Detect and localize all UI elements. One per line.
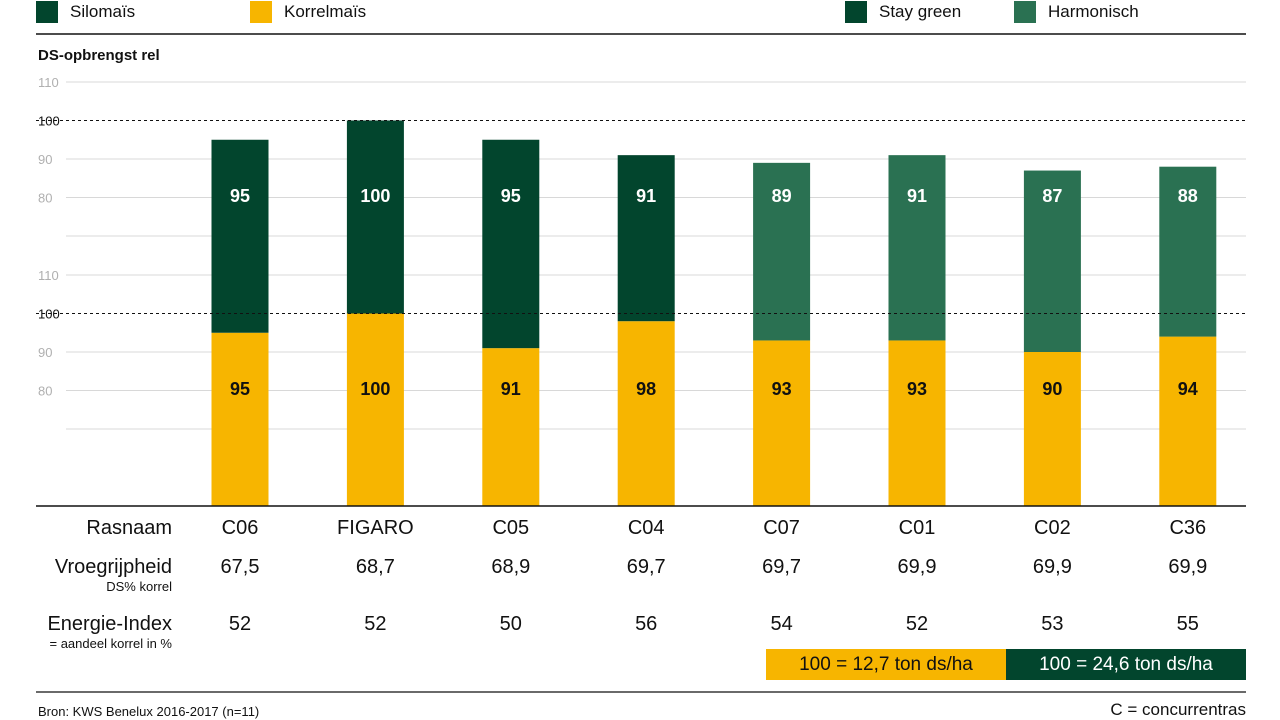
legend-swatch-harmonisch xyxy=(1014,1,1036,23)
korrel-value-label-C07: 93 xyxy=(772,379,792,399)
silo-value-label-C05: 95 xyxy=(501,186,521,206)
table-cell: 69,9 xyxy=(1032,556,1072,578)
silo-value-label-C36: 88 xyxy=(1178,186,1198,206)
table-cell: 67,5 xyxy=(220,556,260,578)
silo-reference-note: 100 = 24,6 ton ds/ha xyxy=(1006,649,1246,680)
silo-bar-C01 xyxy=(888,155,946,341)
table-cell: C05 xyxy=(492,517,530,539)
table-cell: FIGARO xyxy=(337,517,414,539)
korrel-tick-label-80: 80 xyxy=(38,384,52,399)
row-label: Rasnaam xyxy=(86,517,172,540)
table-cell: 69,7 xyxy=(626,556,666,578)
korrel-tick-label-110: 110 xyxy=(38,268,59,283)
korrel-value-label-C36: 94 xyxy=(1178,379,1198,399)
silo-bar-C06 xyxy=(211,139,269,333)
silo-value-label-C04: 91 xyxy=(636,186,656,206)
korrel-value-label-C01: 93 xyxy=(907,379,927,399)
competitor-key: C = concurrentras xyxy=(1110,700,1246,719)
legend-label-korrelmais: Korrelmaïs xyxy=(284,2,367,21)
silo-bar-C07 xyxy=(753,162,811,341)
korrel-bar-C36 xyxy=(1159,336,1217,506)
korrel-bar-FIGARO xyxy=(346,313,404,506)
table-cell: 68,7 xyxy=(355,556,395,578)
silo-bar-C02 xyxy=(1023,170,1081,352)
chart-title: DS-opbrengst rel xyxy=(38,47,160,64)
table-cell: 52 xyxy=(364,613,387,635)
table-cell: 50 xyxy=(499,613,522,635)
source-note: Bron: KWS Benelux 2016-2017 (n=11) xyxy=(38,704,260,719)
table-cell: 52 xyxy=(228,613,252,635)
korrel-bar-C06 xyxy=(211,332,269,506)
table-cell: C06 xyxy=(221,517,259,539)
row-label-main: Rasnaam xyxy=(86,517,172,539)
korrel-value-label-C04: 98 xyxy=(636,379,656,399)
silo-bar-C36 xyxy=(1159,166,1217,337)
silo-value-label-C06: 95 xyxy=(230,186,250,206)
silo-bar-C04 xyxy=(617,155,675,322)
table-cell: 54 xyxy=(770,613,793,635)
legend-silomais: Silomaïs xyxy=(36,0,135,24)
row-label-main: Energie-Index xyxy=(47,613,172,635)
table-cell: C02 xyxy=(1034,517,1071,539)
table-cell: 69,9 xyxy=(1168,556,1208,578)
row-label-sub: DS% korrel xyxy=(106,579,172,594)
table-cell: C07 xyxy=(763,517,800,539)
korrel-value-label-C02: 90 xyxy=(1042,379,1062,399)
legend-korrelmais: Korrelmaïs xyxy=(250,0,366,24)
korrel-bar-C01 xyxy=(888,340,946,506)
korrel-bar-C07 xyxy=(753,340,811,506)
legend-swatch-korrelmais xyxy=(250,1,272,23)
table-cell: C01 xyxy=(898,517,936,539)
legend-label-harmonisch: Harmonisch xyxy=(1048,2,1139,21)
row-label-main: Vroegrijpheid xyxy=(54,556,172,578)
korrel-reference-note: 100 = 12,7 ton ds/ha xyxy=(766,649,1006,680)
table-cell: C36 xyxy=(1169,517,1207,539)
legend-swatch-stay-green xyxy=(845,1,867,23)
korrel-bar-C04 xyxy=(617,321,675,506)
row-label-sub: = aandeel korrel in % xyxy=(49,636,173,651)
legend-label-stay-green: Stay green xyxy=(879,2,962,21)
table-cell: 69,9 xyxy=(897,556,937,578)
silo-tick-label-80: 80 xyxy=(38,191,52,206)
silo-bar-FIGARO xyxy=(346,120,404,314)
korrel-tick-label-90: 90 xyxy=(38,345,52,360)
table-cell: 53 xyxy=(1041,613,1064,635)
silo-tick-label-110: 110 xyxy=(38,75,59,90)
table-cell: 69,7 xyxy=(762,556,802,578)
silo-value-label-C07: 89 xyxy=(772,186,792,206)
silo-tick-label-90: 90 xyxy=(38,152,52,167)
silo-value-label-C01: 91 xyxy=(907,186,927,206)
korrel-bar-C02 xyxy=(1023,352,1081,506)
korrel-value-label-FIGARO: 100 xyxy=(360,379,390,399)
legend-label-silomais: Silomaïs xyxy=(70,2,136,21)
silo-bar-C05 xyxy=(482,139,540,349)
korrel-value-label-C06: 95 xyxy=(230,379,250,399)
table-cell: 52 xyxy=(905,613,929,635)
row-label: Energie-Index = aandeel korrel in % xyxy=(47,613,172,651)
korrel-value-label-C05: 91 xyxy=(501,379,521,399)
legend-stay-green: Stay green xyxy=(845,0,961,24)
table-cell: 55 xyxy=(1176,613,1199,635)
row-label: Vroegrijpheid DS% korrel xyxy=(55,556,172,594)
table-cell: C04 xyxy=(627,517,665,539)
korrel-bar-C05 xyxy=(482,348,540,506)
legend-swatch-silomais xyxy=(36,1,58,23)
silo-value-label-FIGARO: 100 xyxy=(360,186,390,206)
table-cell: 68,9 xyxy=(491,556,531,578)
legend-harmonisch: Harmonisch xyxy=(1014,0,1139,24)
table-cell: 56 xyxy=(635,613,658,635)
silo-value-label-C02: 87 xyxy=(1042,186,1062,206)
